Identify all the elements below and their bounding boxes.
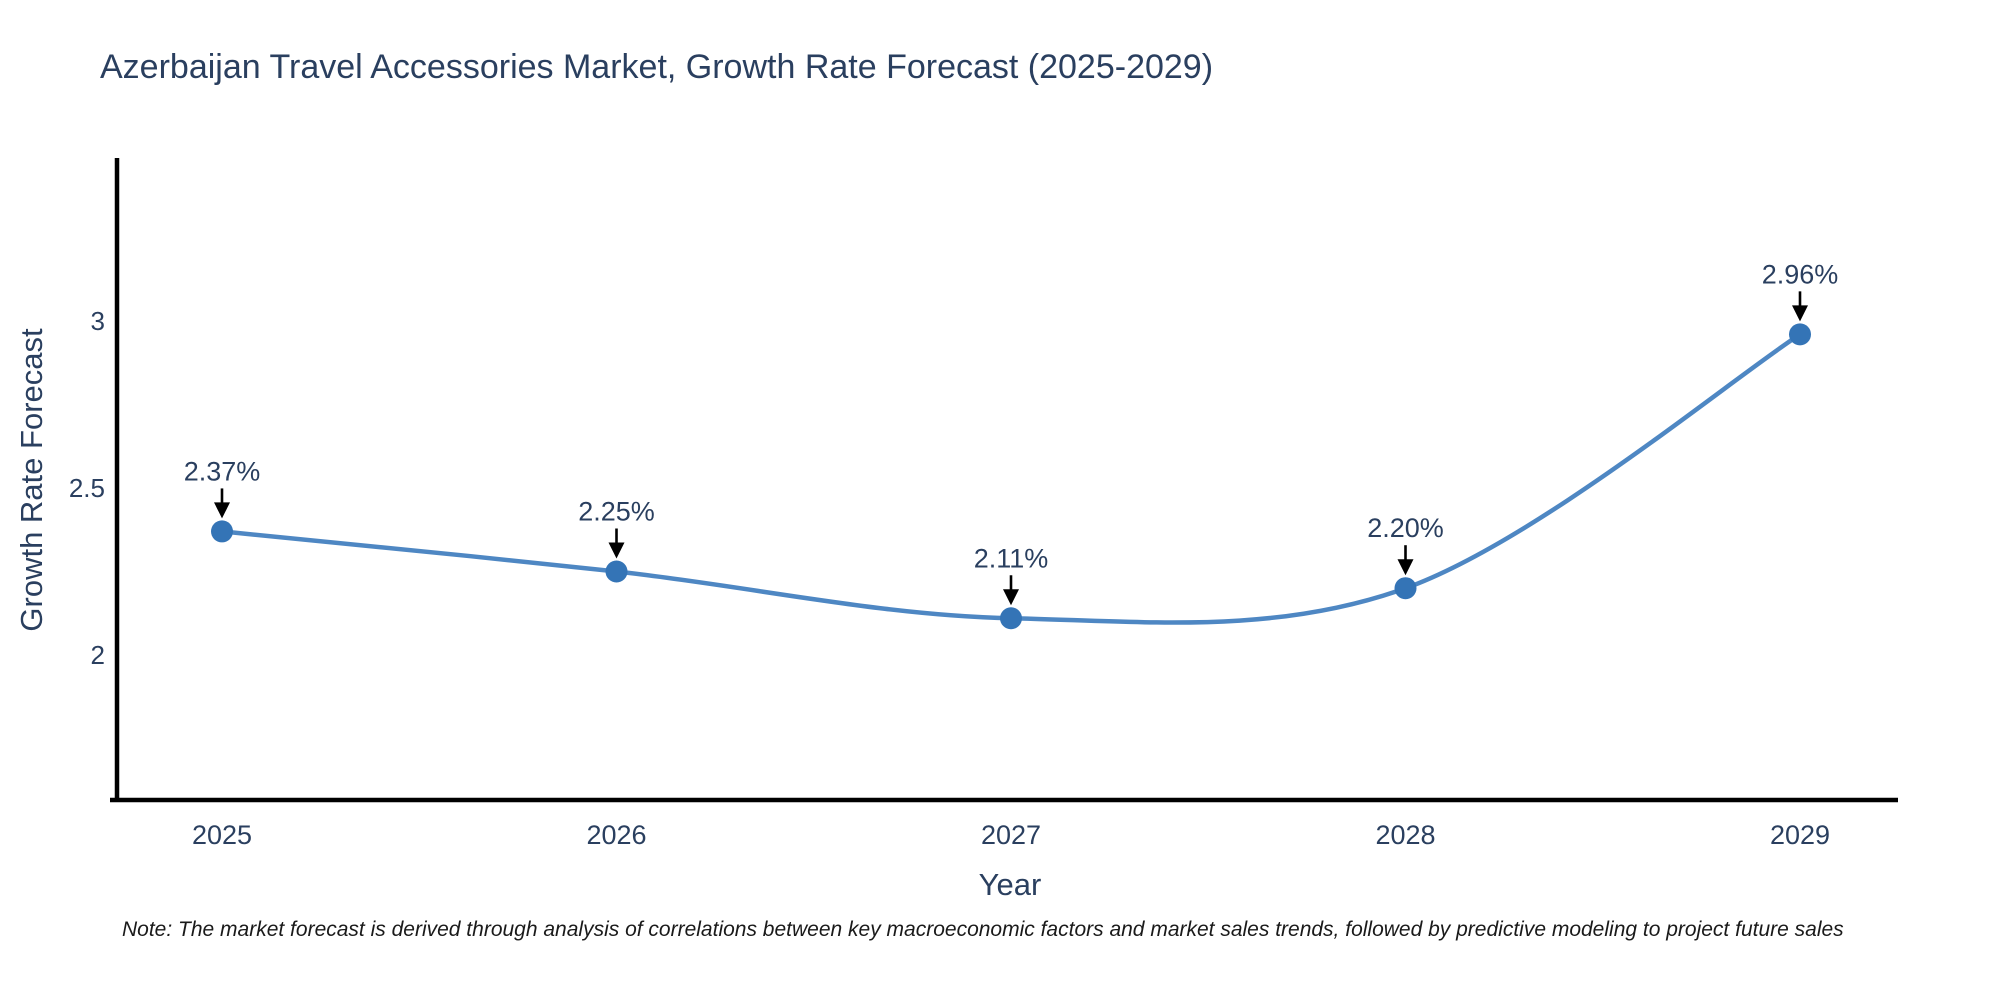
annotation-arrowhead-icon (608, 542, 625, 559)
annotation-arrowhead-icon (1003, 589, 1019, 606)
x-axis-title: Year (978, 867, 1042, 902)
data-point-marker[interactable] (1394, 577, 1417, 600)
annotation-label: 2.96% (1762, 259, 1839, 289)
annotation-arrowhead-icon (214, 502, 230, 519)
annotation-label: 2.37% (184, 456, 261, 486)
data-point-marker[interactable] (1000, 607, 1022, 630)
annotation-label: 2.20% (1367, 513, 1444, 543)
data-point-marker[interactable] (1789, 323, 1811, 346)
x-tick-label: 2027 (981, 820, 1041, 850)
annotation-arrowhead-icon (1792, 305, 1808, 322)
data-point-marker[interactable] (211, 520, 233, 543)
x-tick-label: 2025 (192, 820, 252, 850)
x-tick-label: 2028 (1375, 820, 1435, 850)
x-tick-label: 2026 (586, 820, 646, 850)
y-tick-label: 3 (91, 306, 105, 336)
footnote: Note: The market forecast is derived thr… (122, 918, 1844, 941)
annotation-label: 2.25% (578, 497, 655, 527)
annotation-arrowhead-icon (1397, 559, 1414, 576)
chart-title: Azerbaijan Travel Accessories Market, Gr… (100, 48, 1214, 86)
x-tick-label: 2029 (1770, 820, 1830, 850)
y-tick-label: 2.5 (69, 473, 105, 503)
annotation-label: 2.11% (974, 543, 1049, 573)
data-point-marker[interactable] (605, 560, 628, 583)
y-tick-label: 2 (91, 640, 105, 670)
y-axis-title: Growth Rate Forecast (14, 328, 49, 632)
